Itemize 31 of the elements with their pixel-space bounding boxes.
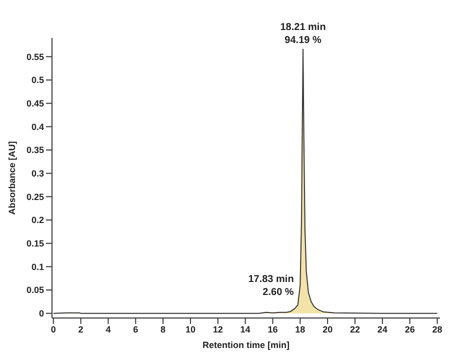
y-tick-label: 0.55 (26, 52, 44, 62)
annotation: 18.21 min 94.19 % (280, 22, 326, 46)
annotation: 17.83 min 2.60 % (248, 274, 294, 298)
x-tick-label: 26 (404, 324, 415, 334)
y-tick-label: 0.15 (26, 238, 44, 249)
x-tick-label: 10 (185, 324, 196, 334)
y-tick-label: 0.25 (26, 192, 44, 202)
x-tick-label: 2 (78, 324, 84, 334)
x-tick-label: 0 (50, 324, 56, 334)
x-tick-label: 16 (268, 324, 278, 334)
y-tick-label: 0.3 (31, 168, 44, 179)
x-tick-label: 14 (240, 324, 250, 334)
y-axis-title: Absorbance [AU] (7, 141, 18, 215)
y-tick-label: 0.05 (26, 285, 44, 296)
x-tick-label: 4 (106, 324, 111, 334)
y-tick-label: 0.35 (26, 145, 44, 156)
x-tick-label: 6 (133, 324, 138, 334)
x-tick-label: 22 (350, 324, 360, 334)
y-tick-label: 0.5 (31, 75, 44, 86)
y-tick-label: 0.45 (26, 98, 44, 109)
x-tick-label: 8 (160, 324, 166, 334)
x-tick-label: 12 (212, 324, 223, 334)
y-tick-label: 0 (38, 308, 44, 319)
x-axis-title: Retention time [min] (202, 340, 290, 350)
y-tick-label: 0.4 (31, 122, 44, 132)
x-tick-label: 28 (432, 324, 442, 334)
y-tick-label: 0.2 (31, 215, 44, 226)
x-tick-label: 24 (377, 324, 388, 334)
y-tick-label: 0.1 (31, 262, 44, 272)
x-tick-label: 18 (295, 324, 306, 334)
x-tick-label: 20 (322, 324, 333, 334)
